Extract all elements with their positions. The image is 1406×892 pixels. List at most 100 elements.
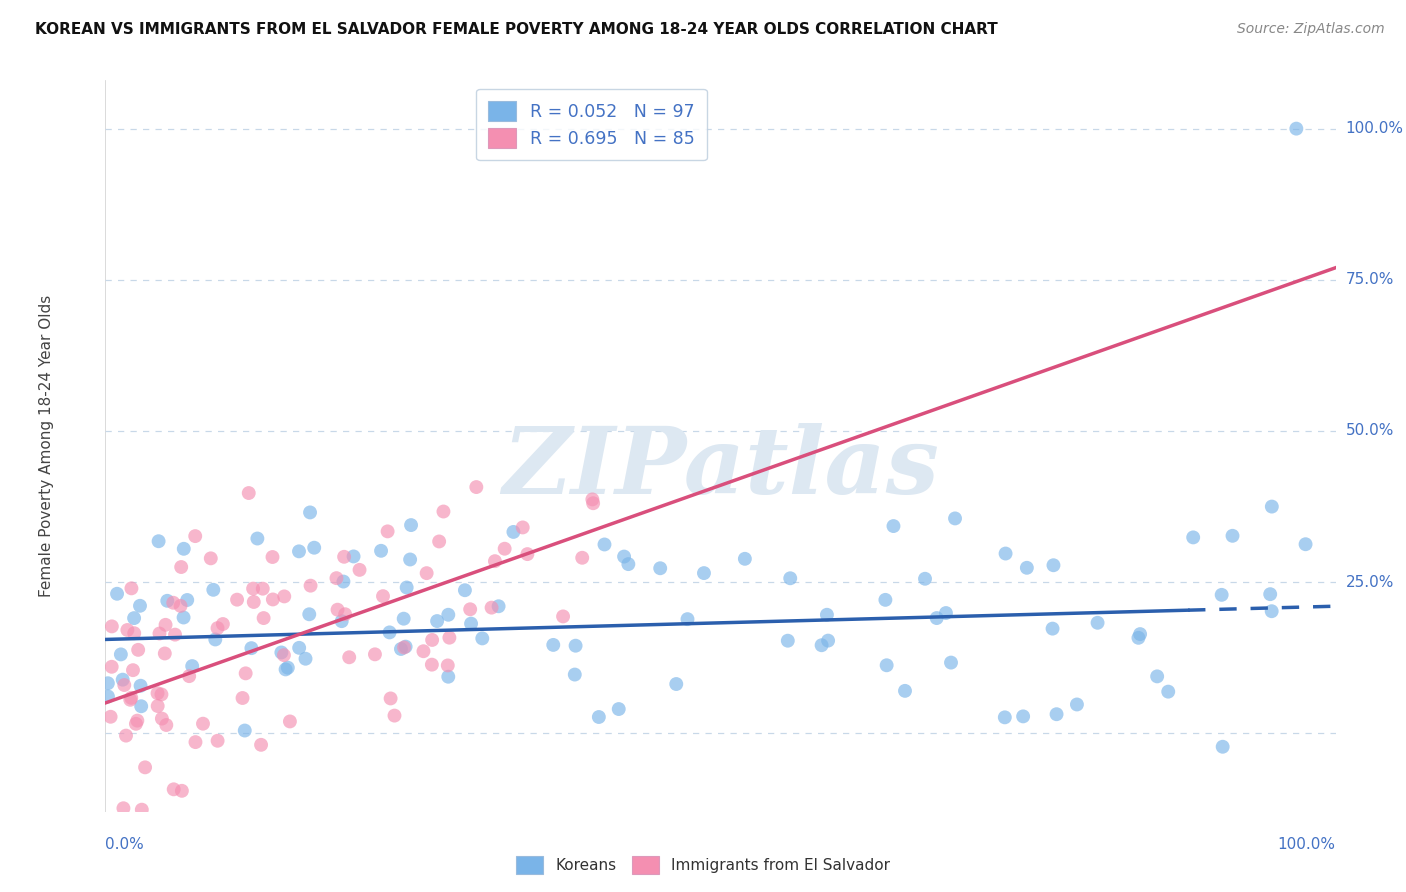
Point (1042, 622, 1064, 636)
Point (935, 606, 957, 620)
Point (1045, 707, 1067, 722)
Point (392, 612, 415, 626)
Point (665, 677, 688, 691)
Point (173, 610, 195, 624)
Point (377, 524, 399, 539)
Point (582, 496, 605, 510)
Point (693, 566, 716, 580)
Text: 75.0%: 75.0% (1346, 272, 1393, 287)
Point (815, 607, 838, 622)
Point (1128, 631, 1150, 645)
Point (105, 587, 128, 601)
Point (155, 617, 177, 632)
Point (120, 693, 142, 707)
Point (481, 600, 503, 615)
Point (333, 607, 356, 622)
Point (516, 547, 538, 561)
Point (875, 592, 897, 607)
Text: 0.0%: 0.0% (105, 837, 145, 852)
Point (415, 566, 437, 581)
Point (571, 550, 593, 565)
Point (270, 645, 292, 659)
Text: 50.0%: 50.0% (1346, 424, 1393, 438)
Point (207, 733, 229, 747)
Point (325, 571, 347, 585)
Point (173, 541, 195, 556)
Point (120, 690, 142, 705)
Point (120, 582, 142, 596)
Legend: Koreans, Immigrants from El Salvador: Koreans, Immigrants from El Salvador (509, 850, 897, 880)
Point (458, 602, 481, 616)
Text: 100.0%: 100.0% (1346, 121, 1403, 136)
Point (564, 667, 586, 681)
Point (207, 621, 229, 635)
Point (110, 648, 132, 662)
Point (235, 666, 257, 681)
Point (364, 648, 387, 662)
Point (170, 784, 193, 798)
Point (494, 541, 516, 556)
Point (564, 639, 586, 653)
Point (273, 648, 295, 662)
Point (395, 581, 418, 595)
Point (155, 718, 177, 732)
Point (330, 614, 353, 628)
Point (122, 663, 145, 677)
Point (894, 684, 917, 698)
Point (925, 611, 948, 625)
Point (436, 658, 458, 673)
Point (1182, 530, 1205, 544)
Point (252, 582, 274, 596)
Point (1157, 684, 1180, 698)
Point (488, 599, 510, 614)
Point (399, 518, 422, 533)
Point (148, 626, 170, 640)
Point (202, 582, 225, 597)
Point (288, 544, 311, 558)
Point (371, 589, 394, 603)
Point (914, 572, 936, 586)
Point (231, 691, 253, 706)
Point (394, 640, 416, 654)
Point (101, 619, 124, 633)
Point (191, 716, 214, 731)
Point (943, 511, 966, 525)
Point (212, 617, 235, 632)
Point (115, 729, 138, 743)
Point (169, 599, 191, 613)
Point (1295, 537, 1317, 551)
Point (299, 505, 322, 519)
Point (170, 560, 193, 574)
Point (465, 480, 488, 494)
Point (246, 532, 269, 546)
Point (1258, 587, 1281, 601)
Text: Source: ZipAtlas.com: Source: ZipAtlas.com (1237, 22, 1385, 37)
Point (426, 614, 449, 628)
Point (484, 554, 506, 568)
Point (150, 712, 173, 726)
Point (1260, 604, 1282, 618)
Point (181, 659, 204, 673)
Point (129, 699, 152, 714)
Point (613, 549, 636, 564)
Point (117, 623, 139, 637)
Point (607, 702, 630, 716)
Point (146, 686, 169, 700)
Point (294, 651, 316, 665)
Point (810, 638, 832, 652)
Point (876, 658, 898, 673)
Point (392, 640, 415, 655)
Point (97, 676, 120, 690)
Point (122, 626, 145, 640)
Point (184, 735, 207, 749)
Point (165, 627, 187, 641)
Point (439, 631, 461, 645)
Point (242, 595, 264, 609)
Point (131, 803, 153, 817)
Point (1211, 588, 1233, 602)
Point (1129, 627, 1152, 641)
Point (593, 537, 616, 551)
Point (384, 708, 406, 723)
Legend: R = 0.052   N = 97, R = 0.695   N = 85: R = 0.052 N = 97, R = 0.695 N = 85 (477, 89, 707, 161)
Point (125, 716, 148, 731)
